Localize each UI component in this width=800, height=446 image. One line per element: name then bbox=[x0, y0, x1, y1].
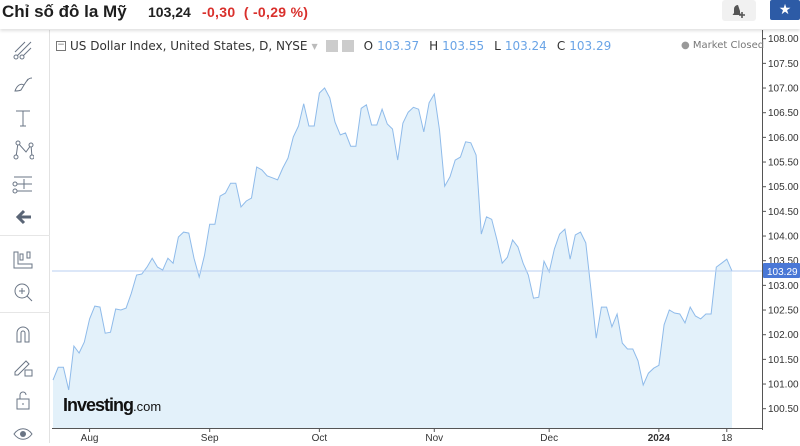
lock-drawing-icon bbox=[14, 360, 33, 377]
y-tick-label: 105.00 bbox=[768, 182, 799, 193]
y-tick-label: 104.00 bbox=[768, 232, 799, 243]
open-value: 103.37 bbox=[377, 39, 420, 53]
visibility-tool[interactable] bbox=[10, 422, 36, 446]
last-price-tag bbox=[763, 263, 800, 279]
toolbar-divider bbox=[0, 312, 50, 313]
trend-line-tool[interactable] bbox=[10, 38, 36, 62]
collapse-legend-icon[interactable]: − bbox=[56, 40, 66, 51]
y-tick-label: 108.00 bbox=[768, 34, 799, 45]
y-tick-label: 100.50 bbox=[768, 404, 799, 415]
last-price: 103,24 bbox=[148, 4, 191, 20]
instrument-title: Chỉ số đô la Mỹ bbox=[2, 2, 127, 21]
text-icon bbox=[16, 110, 30, 127]
bell-plus-icon bbox=[732, 4, 745, 18]
hide-toolbar-button[interactable] bbox=[10, 205, 36, 229]
chart-legend: − US Dollar Index, United States, D, NYS… bbox=[56, 39, 611, 53]
fib-retracement-icon bbox=[12, 176, 32, 194]
back-arrow-icon bbox=[15, 209, 31, 225]
x-tick-label: Sep bbox=[201, 433, 219, 443]
market-status-text: Market Closed bbox=[692, 40, 765, 51]
toolbar-divider bbox=[0, 235, 50, 236]
pattern-tool[interactable] bbox=[10, 138, 36, 162]
add-to-watchlist-button[interactable]: ★ bbox=[770, 0, 800, 20]
change-value: -0,30 bbox=[202, 4, 236, 20]
pattern-icon bbox=[13, 140, 34, 160]
last-price-tag-label: 103.29 bbox=[767, 267, 798, 278]
open-label: O bbox=[363, 39, 374, 53]
text-tool[interactable] bbox=[10, 106, 36, 130]
trend-line-icon bbox=[13, 41, 32, 60]
y-tick-label: 102.50 bbox=[768, 306, 799, 317]
x-tick-label: 2024 bbox=[648, 433, 671, 443]
y-tick-label: 104.50 bbox=[768, 207, 799, 218]
market-status: ● Market Closed bbox=[681, 40, 765, 51]
lock-drawings-tool[interactable] bbox=[10, 355, 36, 379]
y-tick-label: 102.00 bbox=[768, 330, 799, 341]
change-percent: ( -0,29 %) bbox=[243, 4, 309, 20]
low-value: 103.24 bbox=[504, 39, 547, 53]
x-tick-label: Dec bbox=[540, 433, 558, 443]
price-line bbox=[52, 87, 733, 391]
low-label: L bbox=[494, 39, 501, 53]
y-tick-label: 105.50 bbox=[768, 158, 799, 169]
lock-tool[interactable] bbox=[10, 388, 36, 412]
price-area-fill bbox=[53, 88, 732, 428]
zoom-in-icon bbox=[14, 283, 33, 302]
settings-gear-icon[interactable] bbox=[341, 40, 354, 52]
investing-logo: Investing.com bbox=[63, 395, 161, 416]
high-value: 103.55 bbox=[442, 39, 485, 53]
symbol-description[interactable]: US Dollar Index, United States, D, NYSE bbox=[70, 39, 308, 53]
create-alert-button[interactable] bbox=[722, 0, 756, 21]
x-tick-label: 18 bbox=[721, 433, 733, 443]
y-tick-label: 103.50 bbox=[768, 256, 799, 267]
zoom-in-tool[interactable] bbox=[10, 280, 36, 304]
price-change: -0,30 ( -0,29 %) bbox=[202, 4, 308, 20]
visibility-toggle-icon[interactable] bbox=[325, 40, 338, 52]
drawing-toolbar bbox=[0, 30, 50, 443]
logo-main: Investing bbox=[63, 395, 134, 415]
y-tick-label: 103.00 bbox=[768, 281, 799, 292]
y-tick-label: 107.50 bbox=[768, 59, 799, 70]
chevron-down-icon[interactable]: ▼ bbox=[311, 41, 318, 51]
quote-header: Chỉ số đô la Mỹ 103,24 -0,30 ( -0,29 %) … bbox=[0, 0, 800, 29]
magnet-tool[interactable] bbox=[10, 322, 36, 346]
y-tick-label: 101.50 bbox=[768, 355, 799, 366]
brush-icon bbox=[14, 77, 33, 92]
y-tick-label: 107.00 bbox=[768, 84, 799, 95]
x-tick-label: Nov bbox=[425, 433, 443, 443]
eye-icon bbox=[13, 428, 33, 440]
measure-icon bbox=[13, 251, 33, 269]
fib-tool[interactable] bbox=[10, 172, 36, 196]
close-label: C bbox=[556, 39, 566, 53]
close-value: 103.29 bbox=[569, 39, 612, 53]
brush-tool[interactable] bbox=[10, 72, 36, 96]
star-icon: ★ bbox=[778, 2, 792, 18]
measure-tool[interactable] bbox=[10, 247, 36, 271]
magnet-icon bbox=[16, 326, 30, 343]
lock-icon bbox=[16, 391, 30, 410]
logo-suffix: .com bbox=[133, 399, 162, 414]
x-tick-label: Aug bbox=[81, 433, 99, 443]
y-tick-label: 106.00 bbox=[768, 133, 799, 144]
x-tick-label: Oct bbox=[312, 433, 328, 443]
y-tick-label: 106.50 bbox=[768, 108, 799, 119]
y-tick-label: 101.00 bbox=[768, 380, 799, 391]
high-label: H bbox=[429, 39, 439, 53]
